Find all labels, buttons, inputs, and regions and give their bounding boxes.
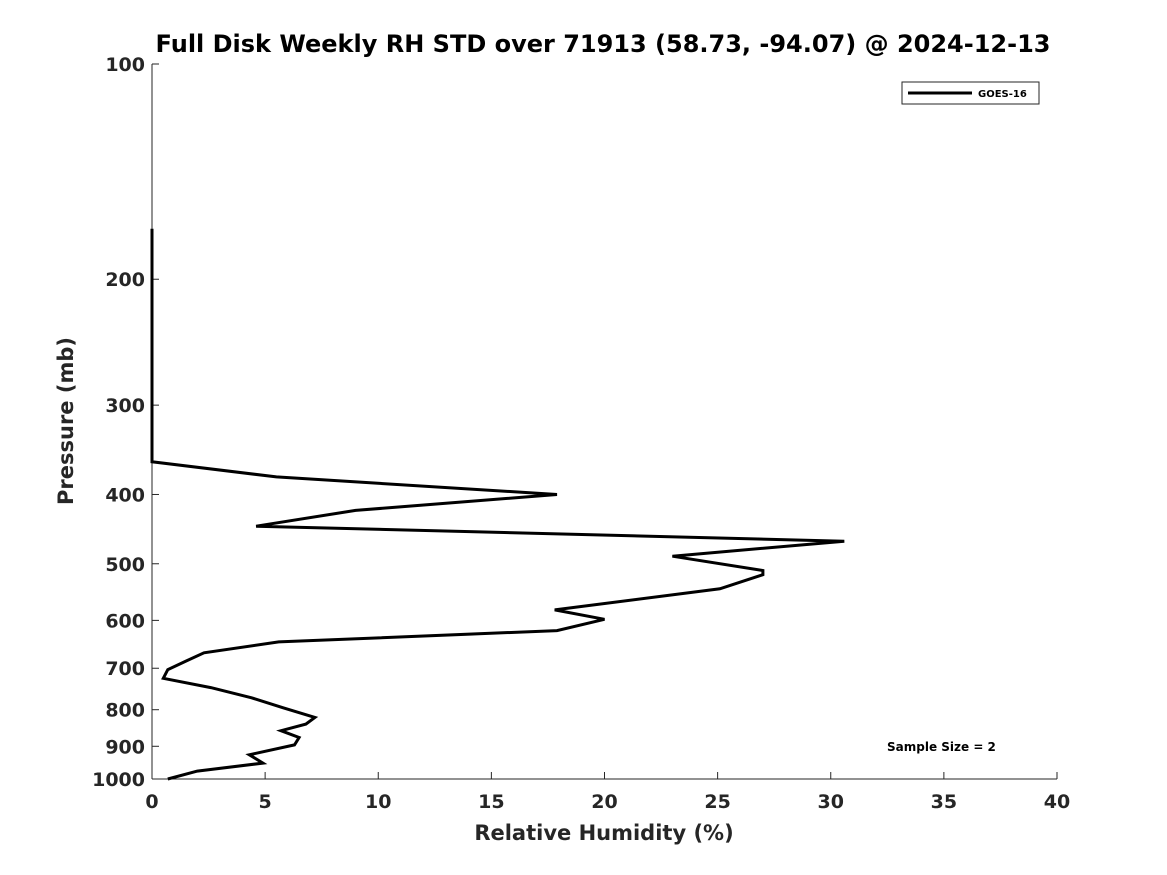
x-tick-label: 0	[145, 791, 158, 813]
x-tick-label: 40	[1044, 791, 1070, 813]
sample-size-annotation: Sample Size = 2	[887, 740, 996, 754]
series-line-goes16	[150, 228, 845, 781]
chart-title: Full Disk Weekly RH STD over 71913 (58.7…	[156, 30, 1051, 58]
x-tick-label: 10	[365, 791, 391, 813]
legend-entry: GOES-16	[978, 89, 1027, 100]
y-tick-label: 100	[105, 54, 145, 76]
x-tick-label: 15	[478, 791, 504, 813]
y-axis-label: Pressure (mb)	[54, 337, 78, 505]
x-tick-label: 5	[259, 791, 272, 813]
x-axis-label: Relative Humidity (%)	[474, 821, 733, 845]
x-tick-label: 20	[591, 791, 617, 813]
y-ticks: 100 200 300 400 500 600 700 800 900 1000	[92, 54, 159, 791]
y-tick-label: 800	[105, 700, 145, 722]
legend: GOES-16	[901, 81, 1040, 105]
plot-axes	[151, 64, 1057, 780]
y-tick-label: 1000	[92, 769, 145, 791]
x-tick-label: 30	[818, 791, 844, 813]
y-tick-label: 400	[105, 484, 145, 506]
y-tick-label: 600	[105, 610, 145, 632]
y-tick-label: 500	[105, 554, 145, 576]
x-tick-label: 25	[704, 791, 730, 813]
x-tick-label: 35	[931, 791, 957, 813]
y-tick-label: 900	[105, 736, 145, 758]
y-tick-label: 700	[105, 658, 145, 680]
series-layer	[150, 228, 845, 781]
y-tick-label: 300	[105, 395, 145, 417]
y-tick-label: 200	[105, 269, 145, 291]
x-ticks: 0 5 10 15 20 25 30 35 40	[145, 772, 1070, 813]
